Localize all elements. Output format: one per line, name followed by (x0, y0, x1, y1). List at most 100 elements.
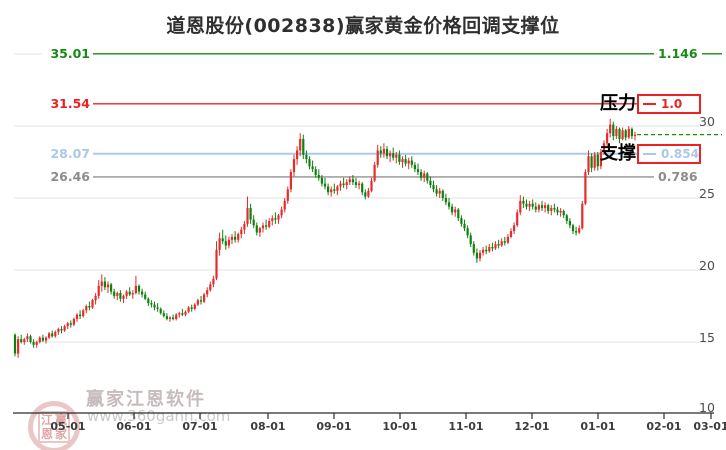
candle-body (395, 154, 398, 158)
candle-body (478, 252, 482, 259)
candle-body (475, 252, 478, 259)
candle-body (190, 307, 193, 309)
candle-body (420, 172, 423, 178)
candle-body (289, 172, 292, 190)
candle-body (463, 223, 466, 229)
candle-body (137, 285, 141, 292)
candle-body (69, 323, 72, 325)
candle-body (54, 331, 57, 337)
candle-body (494, 244, 497, 249)
watermark-url-text: www.360gann.com (87, 407, 231, 425)
support-line-dash (643, 153, 656, 155)
candle-body (113, 291, 116, 296)
date-axis-label: 01-01 (580, 420, 616, 433)
candle-body (457, 209, 460, 219)
candle-body (26, 336, 29, 340)
candle-body (509, 231, 513, 237)
candle-body (385, 149, 389, 157)
candle-body (469, 235, 472, 245)
seal-char: 恩 (40, 426, 53, 441)
candle-body (528, 203, 531, 207)
candle-body (134, 285, 137, 294)
candle-body (550, 208, 553, 211)
candle-body (252, 219, 255, 226)
candle-body (618, 128, 621, 139)
candle-body (224, 241, 227, 246)
candle-body (23, 339, 26, 342)
candle-body (348, 179, 351, 183)
candle-body (255, 225, 258, 233)
candle-body (100, 281, 103, 286)
candle-body (544, 205, 547, 209)
candle-body (261, 225, 265, 229)
candle-body (296, 150, 299, 160)
candle-body (13, 334, 17, 354)
seal-char: 江 (40, 412, 53, 427)
candle-body (243, 223, 246, 230)
candle-body (144, 294, 147, 299)
candle-body (606, 133, 609, 144)
support-value-box: 0.854 (637, 144, 701, 164)
candle-body (292, 159, 296, 173)
candle-body (531, 203, 534, 207)
candle-body (525, 203, 528, 207)
candle-body (497, 244, 500, 246)
candle-body (447, 202, 451, 207)
candle-body (274, 218, 277, 220)
candle-body (609, 124, 612, 134)
candle-body (147, 298, 150, 304)
candle-body (29, 336, 32, 342)
candle-body (633, 134, 637, 137)
candle-body (559, 210, 562, 213)
candle-body (94, 295, 97, 301)
candle-body (66, 323, 69, 327)
date-axis-label: 11-01 (448, 420, 484, 433)
candle-body (168, 317, 172, 319)
candle-body (401, 159, 404, 162)
candle-body (503, 241, 506, 243)
watermark-seal: 江 赢 恩 家 (28, 401, 80, 450)
candle-body (215, 249, 218, 279)
candle-body (624, 130, 627, 138)
candle-body (91, 300, 94, 308)
level-ratio-label-ratio-1146: 1.146 (658, 45, 702, 61)
candle-body (488, 246, 491, 252)
candle-body (621, 130, 624, 139)
seal-char: 家 (54, 426, 67, 441)
candle-body (20, 339, 23, 342)
candle-body (323, 183, 327, 187)
candle-body (454, 209, 457, 213)
candle-body (451, 206, 454, 213)
candle-body (345, 182, 348, 186)
candle-body (302, 138, 305, 155)
candle-body (237, 234, 240, 240)
candle-body (156, 307, 159, 309)
candle-body (187, 307, 190, 312)
candle-body (342, 183, 345, 186)
candle-body (17, 339, 20, 354)
candle-body (413, 164, 416, 170)
candle-body (44, 337, 48, 341)
candle-body (299, 138, 302, 151)
candle-body (184, 311, 187, 315)
candle-body (441, 190, 444, 198)
date-axis-label: 09-01 (316, 420, 352, 433)
chart-title: 道恩股份(002838)赢家黄金价格回调支撑位 (166, 15, 560, 37)
candle-body (379, 150, 382, 154)
candle-body (116, 293, 119, 296)
pressure-value-box: 1.0 (637, 94, 701, 114)
date-axis-label: 02-01 (646, 420, 682, 433)
candle-body (556, 209, 559, 213)
candle-body (361, 183, 364, 193)
price-axis-label: 10 (699, 400, 715, 415)
level-price-label-ratio-1146: 35.01 (42, 45, 90, 61)
candle-body (141, 291, 144, 295)
candle-body (460, 218, 463, 224)
candle-body (466, 228, 469, 236)
price-axis-label: 30 (699, 114, 715, 129)
candle-body (491, 246, 494, 249)
candle-body (125, 291, 128, 296)
